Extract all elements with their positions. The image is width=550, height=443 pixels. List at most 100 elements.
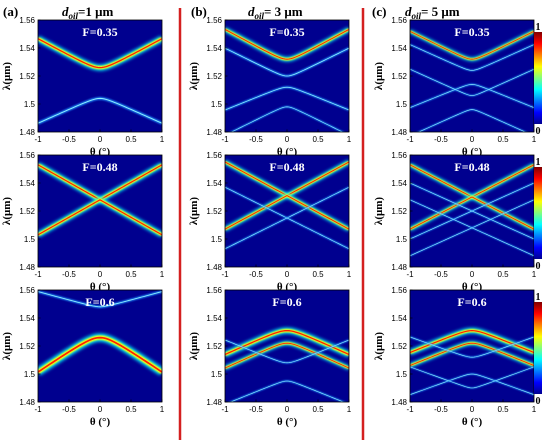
y-tick-label: 1.56	[206, 151, 222, 160]
mode-curve	[225, 47, 349, 77]
y-tick-label: 1.48	[19, 398, 35, 407]
y-axis-label: λ(μm)	[188, 332, 200, 360]
mode-curve-core	[410, 196, 534, 230]
x-tick-label: -1	[34, 405, 42, 414]
y-tick-label: 1.52	[19, 207, 35, 216]
x-tick-label: 1	[532, 405, 537, 414]
colorbar-min-label: 0	[536, 396, 541, 407]
mode-curve	[410, 336, 534, 358]
x-tick-label: 0.5	[125, 270, 137, 279]
x-tick-label: 0.5	[312, 270, 324, 279]
y-tick-label: 1.56	[206, 286, 222, 295]
x-tick-label: 1	[160, 405, 165, 414]
heatmap-panel: F=0.6 -1 -0.5 0 0.5 1 1.56 1.54 1.52 1.5 1.48 θ (°)…	[1, 286, 165, 428]
mode-curve	[229, 380, 345, 402]
mode-curve-core	[225, 342, 349, 369]
mode-curve	[410, 210, 534, 240]
mode-curve	[410, 68, 534, 96]
mode-curve	[410, 84, 534, 108]
x-tick-label: 0	[98, 405, 103, 414]
f-value-label: F=0.35	[269, 25, 304, 39]
y-tick-label: 1.48	[391, 398, 407, 407]
y-tick-label: 1.54	[206, 44, 222, 53]
y-tick-label: 1.54	[19, 44, 35, 53]
y-tick-label: 1.54	[19, 179, 35, 188]
y-tick-label: 1.54	[19, 314, 35, 323]
y-axis-label: λ(μm)	[1, 62, 13, 90]
y-tick-label: 1.54	[206, 314, 222, 323]
x-tick-label: -0.5	[249, 405, 263, 414]
mode-curve	[418, 109, 526, 132]
x-tick-label: 0.5	[497, 135, 509, 144]
x-tick-label: 0	[285, 405, 290, 414]
x-tick-label: -0.5	[249, 135, 263, 144]
x-tick-label: -0.5	[434, 135, 448, 144]
mode-curve-core	[225, 28, 349, 60]
y-tick-label: 1.5	[24, 100, 36, 109]
x-tick-label: 1	[347, 270, 352, 279]
x-tick-label: -0.5	[62, 135, 76, 144]
x-tick-label: 0.5	[497, 405, 509, 414]
x-tick-label: -0.5	[249, 270, 263, 279]
heatmap-panel: F=0.35-1 -0.5 0 0.5 11.561.541.521.51.48θ (°…	[373, 16, 542, 158]
colorbar	[534, 32, 542, 124]
y-tick-label: 1.5	[211, 235, 223, 244]
panels: F=0.35 -1 -0.5 0 0.5 1 1.56 1.54 1.52 1.5 1.48 θ (°…	[1, 16, 542, 428]
y-axis-label: λ(μm)	[188, 197, 200, 225]
heatmap-background	[38, 290, 162, 402]
mode-curve	[410, 44, 534, 71]
heatmap-panel: F=0.35-1 -0.5 0 0.5 11.561.541.521.51.48θ (°…	[188, 16, 352, 158]
f-value-label: F=0.48	[269, 160, 304, 174]
x-tick-label: 1	[532, 270, 537, 279]
y-tick-label: 1.52	[19, 72, 35, 81]
y-tick-label: 1.52	[206, 207, 222, 216]
heatmap-panel: F=0.6 -1 -0.5 0 0.5 1 1.56 1.54 1.52 1.5 1.48 θ (°)…	[188, 286, 352, 428]
x-tick-label: 0	[470, 135, 475, 144]
f-value-label: F=0.48	[82, 160, 117, 174]
heatmap-panel: F=0.48-1 -0.5 0 0.5 11.561.541.521.51.48θ (°…	[188, 151, 352, 293]
column-title-b: doil= 3 μm	[248, 4, 303, 21]
x-tick-label: 1	[347, 405, 352, 414]
x-axis-label: θ (°)	[90, 416, 111, 428]
colorbar-max-label: 1	[536, 22, 541, 33]
x-tick-label: -0.5	[62, 270, 76, 279]
x-tick-label: 0.5	[125, 405, 137, 414]
mode-curve-core	[38, 199, 162, 236]
x-tick-label: -1	[406, 270, 414, 279]
y-tick-label: 1.48	[19, 263, 35, 272]
mode-curve-core	[38, 336, 162, 373]
x-tick-label: 0.5	[497, 270, 509, 279]
x-tick-label: 1	[532, 135, 537, 144]
x-tick-label: 0	[470, 270, 475, 279]
y-tick-label: 1.52	[391, 342, 407, 351]
y-tick-label: 1.56	[206, 16, 222, 25]
y-tick-label: 1.54	[206, 179, 222, 188]
y-tick-label: 1.5	[211, 100, 223, 109]
colorbar	[534, 302, 542, 394]
y-tick-label: 1.48	[206, 263, 222, 272]
y-tick-label: 1.48	[391, 128, 407, 137]
y-tick-label: 1.48	[391, 263, 407, 272]
y-axis-label: λ(μm)	[1, 332, 13, 360]
x-tick-label: -1	[34, 270, 42, 279]
heatmap-panel: F=0.6 -1 -0.5 0 0.5 1 1.56 1.54 1.52 1.5 1.48 θ (°)…	[373, 286, 542, 428]
y-axis-label: λ(μm)	[373, 332, 385, 360]
colorbar	[534, 167, 542, 259]
mode-curve-core	[410, 342, 534, 366]
colorbar-min-label: 0	[536, 261, 541, 272]
mode-curve-core	[225, 195, 349, 230]
mode-curve-core	[410, 30, 534, 60]
x-tick-label: 0	[285, 270, 290, 279]
y-tick-label: 1.52	[19, 342, 35, 351]
mode-curve	[410, 366, 534, 389]
y-tick-label: 1.5	[24, 235, 36, 244]
y-tick-label: 1.56	[19, 16, 35, 25]
mode-curve	[38, 291, 162, 308]
y-tick-label: 1.5	[396, 370, 408, 379]
panel-label-c: (c)	[372, 4, 386, 19]
mode-curve	[38, 97, 162, 124]
x-tick-label: 0.5	[125, 135, 137, 144]
mode-curve-core	[38, 38, 162, 69]
y-tick-label: 1.56	[391, 16, 407, 25]
